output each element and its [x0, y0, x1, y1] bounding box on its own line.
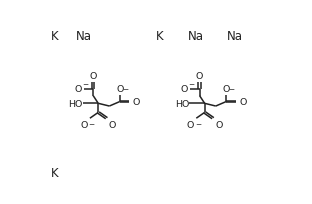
Text: −: − [195, 121, 201, 127]
Text: −: − [88, 121, 95, 127]
Text: K: K [156, 30, 164, 43]
Text: Na: Na [76, 30, 92, 43]
Text: K: K [51, 30, 59, 43]
Text: Na: Na [188, 30, 204, 43]
Text: −: − [228, 86, 235, 92]
Text: −: − [82, 82, 88, 88]
Text: HO: HO [175, 99, 189, 108]
Text: O: O [109, 121, 116, 130]
Text: O: O [196, 71, 203, 80]
Text: O: O [74, 85, 81, 94]
Text: O: O [133, 98, 140, 106]
Text: O: O [215, 121, 222, 130]
Text: HO: HO [69, 99, 83, 108]
Text: −: − [122, 86, 128, 92]
Text: Na: Na [227, 30, 243, 43]
Text: O: O [116, 84, 124, 93]
Text: O: O [80, 121, 88, 130]
Text: O: O [223, 84, 230, 93]
Text: O: O [181, 85, 188, 94]
Text: O: O [90, 71, 97, 80]
Text: −: − [189, 82, 195, 88]
Text: K: K [51, 166, 59, 179]
Text: O: O [187, 121, 194, 130]
Text: O: O [239, 98, 246, 106]
